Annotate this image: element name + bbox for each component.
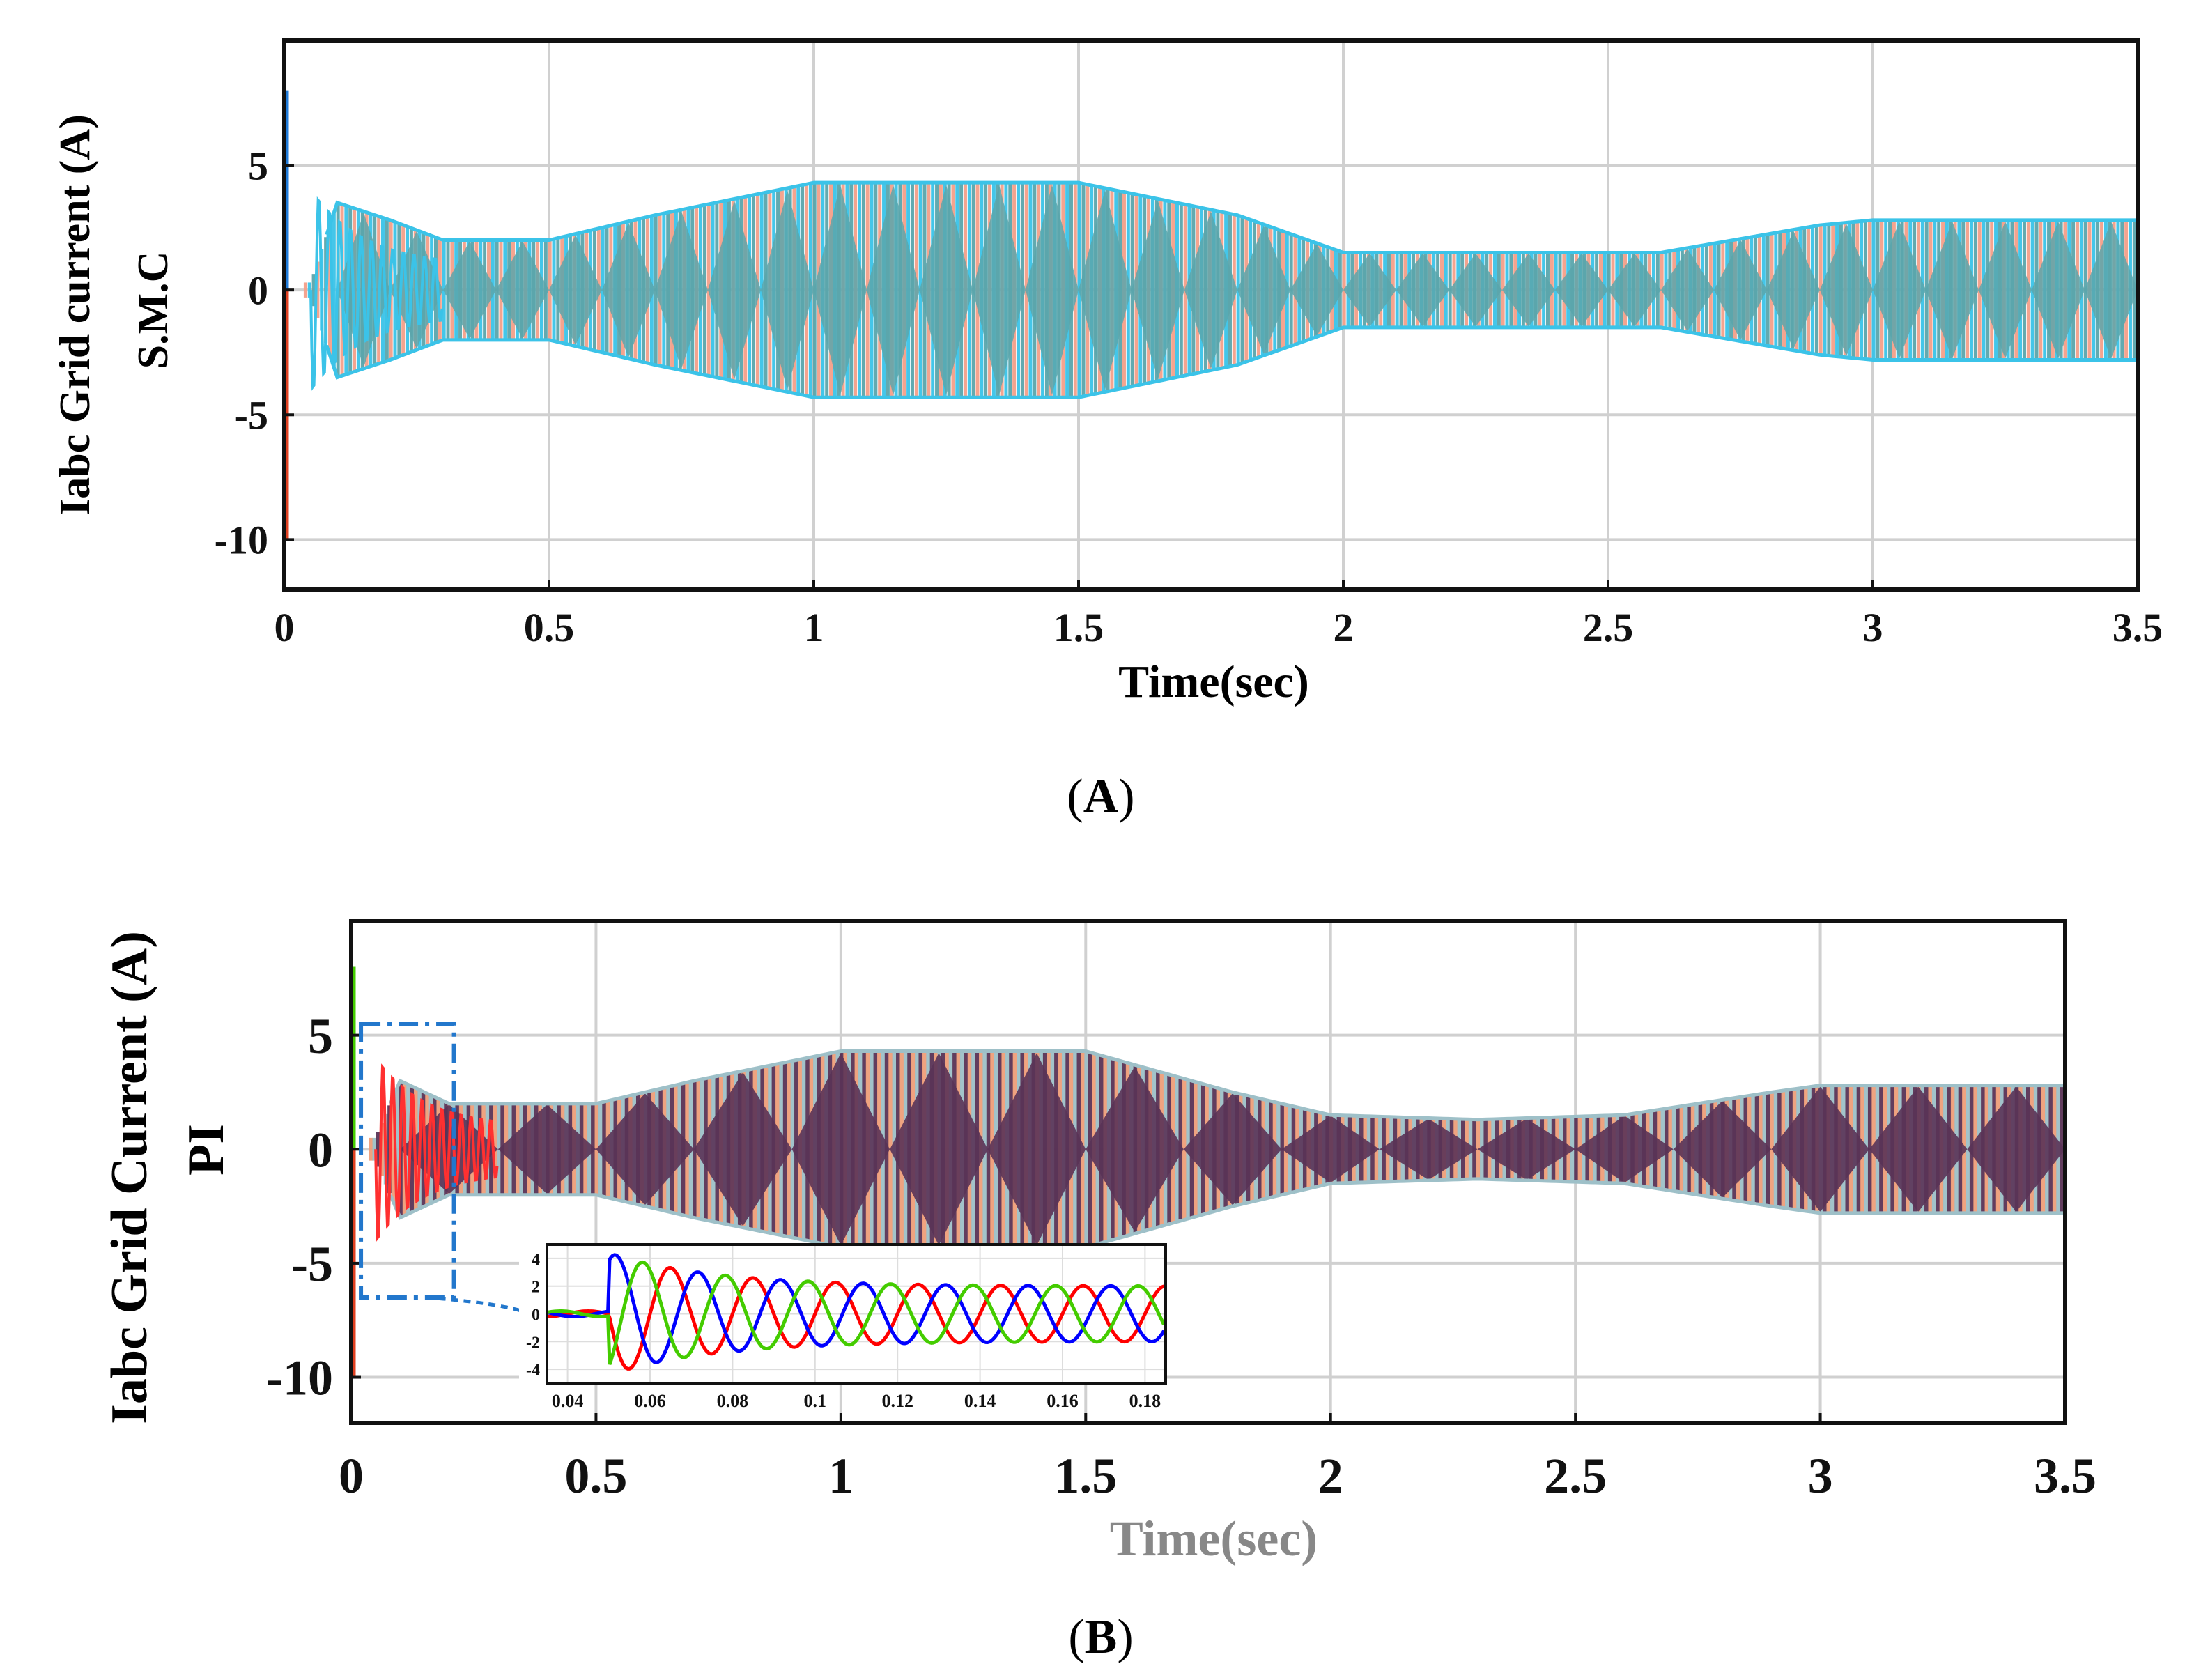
- inset-x-tick-label: 0.18: [1129, 1391, 1161, 1411]
- inset-y-tick-label: 0: [532, 1307, 540, 1325]
- envelope-lower: [325, 325, 2138, 399]
- inset-x-tick-label: 0.08: [717, 1391, 749, 1411]
- x-tick-label: 2.5: [1583, 605, 1634, 650]
- inset-y-tick-label: 2: [532, 1279, 540, 1297]
- panel-a-xlabel: Time(sec): [1118, 656, 1309, 707]
- inset-x-tick-label: 0.1: [804, 1391, 827, 1411]
- envelope-lower: [388, 1177, 2065, 1249]
- x-tick-label: 1.5: [1053, 605, 1104, 650]
- inset-x-tick-label: 0.12: [881, 1391, 913, 1411]
- x-tick-label: 0: [339, 1448, 364, 1504]
- y-tick-label: -10: [215, 518, 268, 563]
- panel-b-caption-letter: B: [1085, 1610, 1118, 1664]
- panel-b-ticks: 0 0.5 1 1.5 2 2.5 3 3.5 5 0 -5 -10: [266, 1008, 2096, 1504]
- inset-series-Ic: [546, 1260, 1166, 1365]
- panel-a-plot-frame: [282, 38, 2140, 592]
- x-tick-label: 0.5: [564, 1448, 627, 1504]
- panel-b-ylabel-line1: Iabc Grid Current (A): [101, 931, 158, 1424]
- startup-transient: [374, 1063, 499, 1242]
- panel-a-caption: (A): [1067, 770, 1134, 824]
- y-tick-label: 5: [248, 143, 268, 188]
- x-tick-label: 1.5: [1054, 1448, 1117, 1504]
- x-tick-label: 3.5: [2034, 1448, 2096, 1504]
- y-tick-label: -10: [266, 1350, 333, 1406]
- envelope-upper: [325, 180, 2138, 254]
- panel-a-ylabel-line2: S.M.C: [130, 252, 177, 369]
- panel-a-ylabel-line1: Iabc Grid current (A): [52, 114, 99, 516]
- inset-y-tick-label: -2: [526, 1334, 540, 1352]
- panel-b-inset-ticks: 0.04 0.06 0.08 0.1 0.12 0.14 0.16 0.18 4 2 0 -2 -4: [526, 1251, 1161, 1411]
- y-tick-label: 5: [308, 1008, 333, 1064]
- y-tick-label: 0: [308, 1122, 333, 1178]
- x-tick-label: 3: [1808, 1448, 1833, 1504]
- panel-b-plot-frame: [349, 919, 2067, 1425]
- inset-y-tick-label: 4: [532, 1251, 540, 1269]
- inset-series-Ib: [546, 1253, 1166, 1364]
- x-tick-label: 1: [804, 605, 824, 650]
- x-tick-label: 1: [828, 1448, 854, 1504]
- panel-b-zoom-arrow: [426, 1295, 530, 1316]
- envelope-upper: [388, 1049, 2065, 1122]
- panel-a: 0 0.5 1 1.5 2 2.5 3 3.5 5 0 -5 -10 Iabc Grid curren…: [52, 38, 2163, 824]
- panel-b: 0 0.5 1 1.5 2 2.5 3 3.550-5-10 0.04 0.06 0.08 0.1 0…: [101, 919, 2096, 1664]
- inset-x-tick-label: 0.06: [634, 1391, 666, 1411]
- panel-b-ylabel-line2: PI: [178, 1124, 235, 1176]
- panel-a-ticks: 0 0.5 1 1.5 2 2.5 3 3.5 5 0 -5 -10: [215, 143, 2163, 650]
- inset-series-Ia: [546, 1265, 1165, 1371]
- y-tick-label: -5: [291, 1236, 333, 1292]
- panel-a-waveform: [284, 90, 2138, 540]
- x-tick-label: 3: [1863, 605, 1883, 650]
- panel-b-caption: (B): [1068, 1610, 1133, 1664]
- inset-x-tick-label: 0.16: [1047, 1391, 1079, 1411]
- inset-x-tick-label: 0.04: [552, 1391, 584, 1411]
- x-tick-label: 2.5: [1544, 1448, 1607, 1504]
- panel-b-xlabel: Time(sec): [1110, 1511, 1318, 1566]
- startup-transient: [309, 196, 444, 391]
- y-tick-label: -5: [235, 393, 268, 438]
- panel-b-waveform: [350, 966, 2066, 1378]
- x-tick-label: 3.5: [2113, 605, 2163, 650]
- x-tick-label: 2: [1318, 1448, 1343, 1504]
- x-tick-label: 0.5: [524, 605, 575, 650]
- inset-x-tick-label: 0.14: [964, 1391, 996, 1411]
- panel-b-zoom-box: [359, 1022, 456, 1300]
- panel-b-inset-frame: [546, 1243, 1167, 1385]
- beat-pattern: [337, 185, 2138, 396]
- panel-b-inset: 0.04 0.06 0.08 0.1 0.12 0.14 0.16 0.18 4 2 0 -2 -4: [519, 1243, 1167, 1411]
- panel-a-caption-letter: A: [1083, 770, 1119, 824]
- inset-y-tick-label: -4: [526, 1362, 540, 1380]
- panel-b-inset-lines: [546, 1253, 1166, 1371]
- y-tick-label: 0: [248, 268, 268, 313]
- x-tick-label: 0: [275, 605, 295, 650]
- x-tick-label: 2: [1334, 605, 1354, 650]
- beat-pattern: [400, 1053, 2066, 1246]
